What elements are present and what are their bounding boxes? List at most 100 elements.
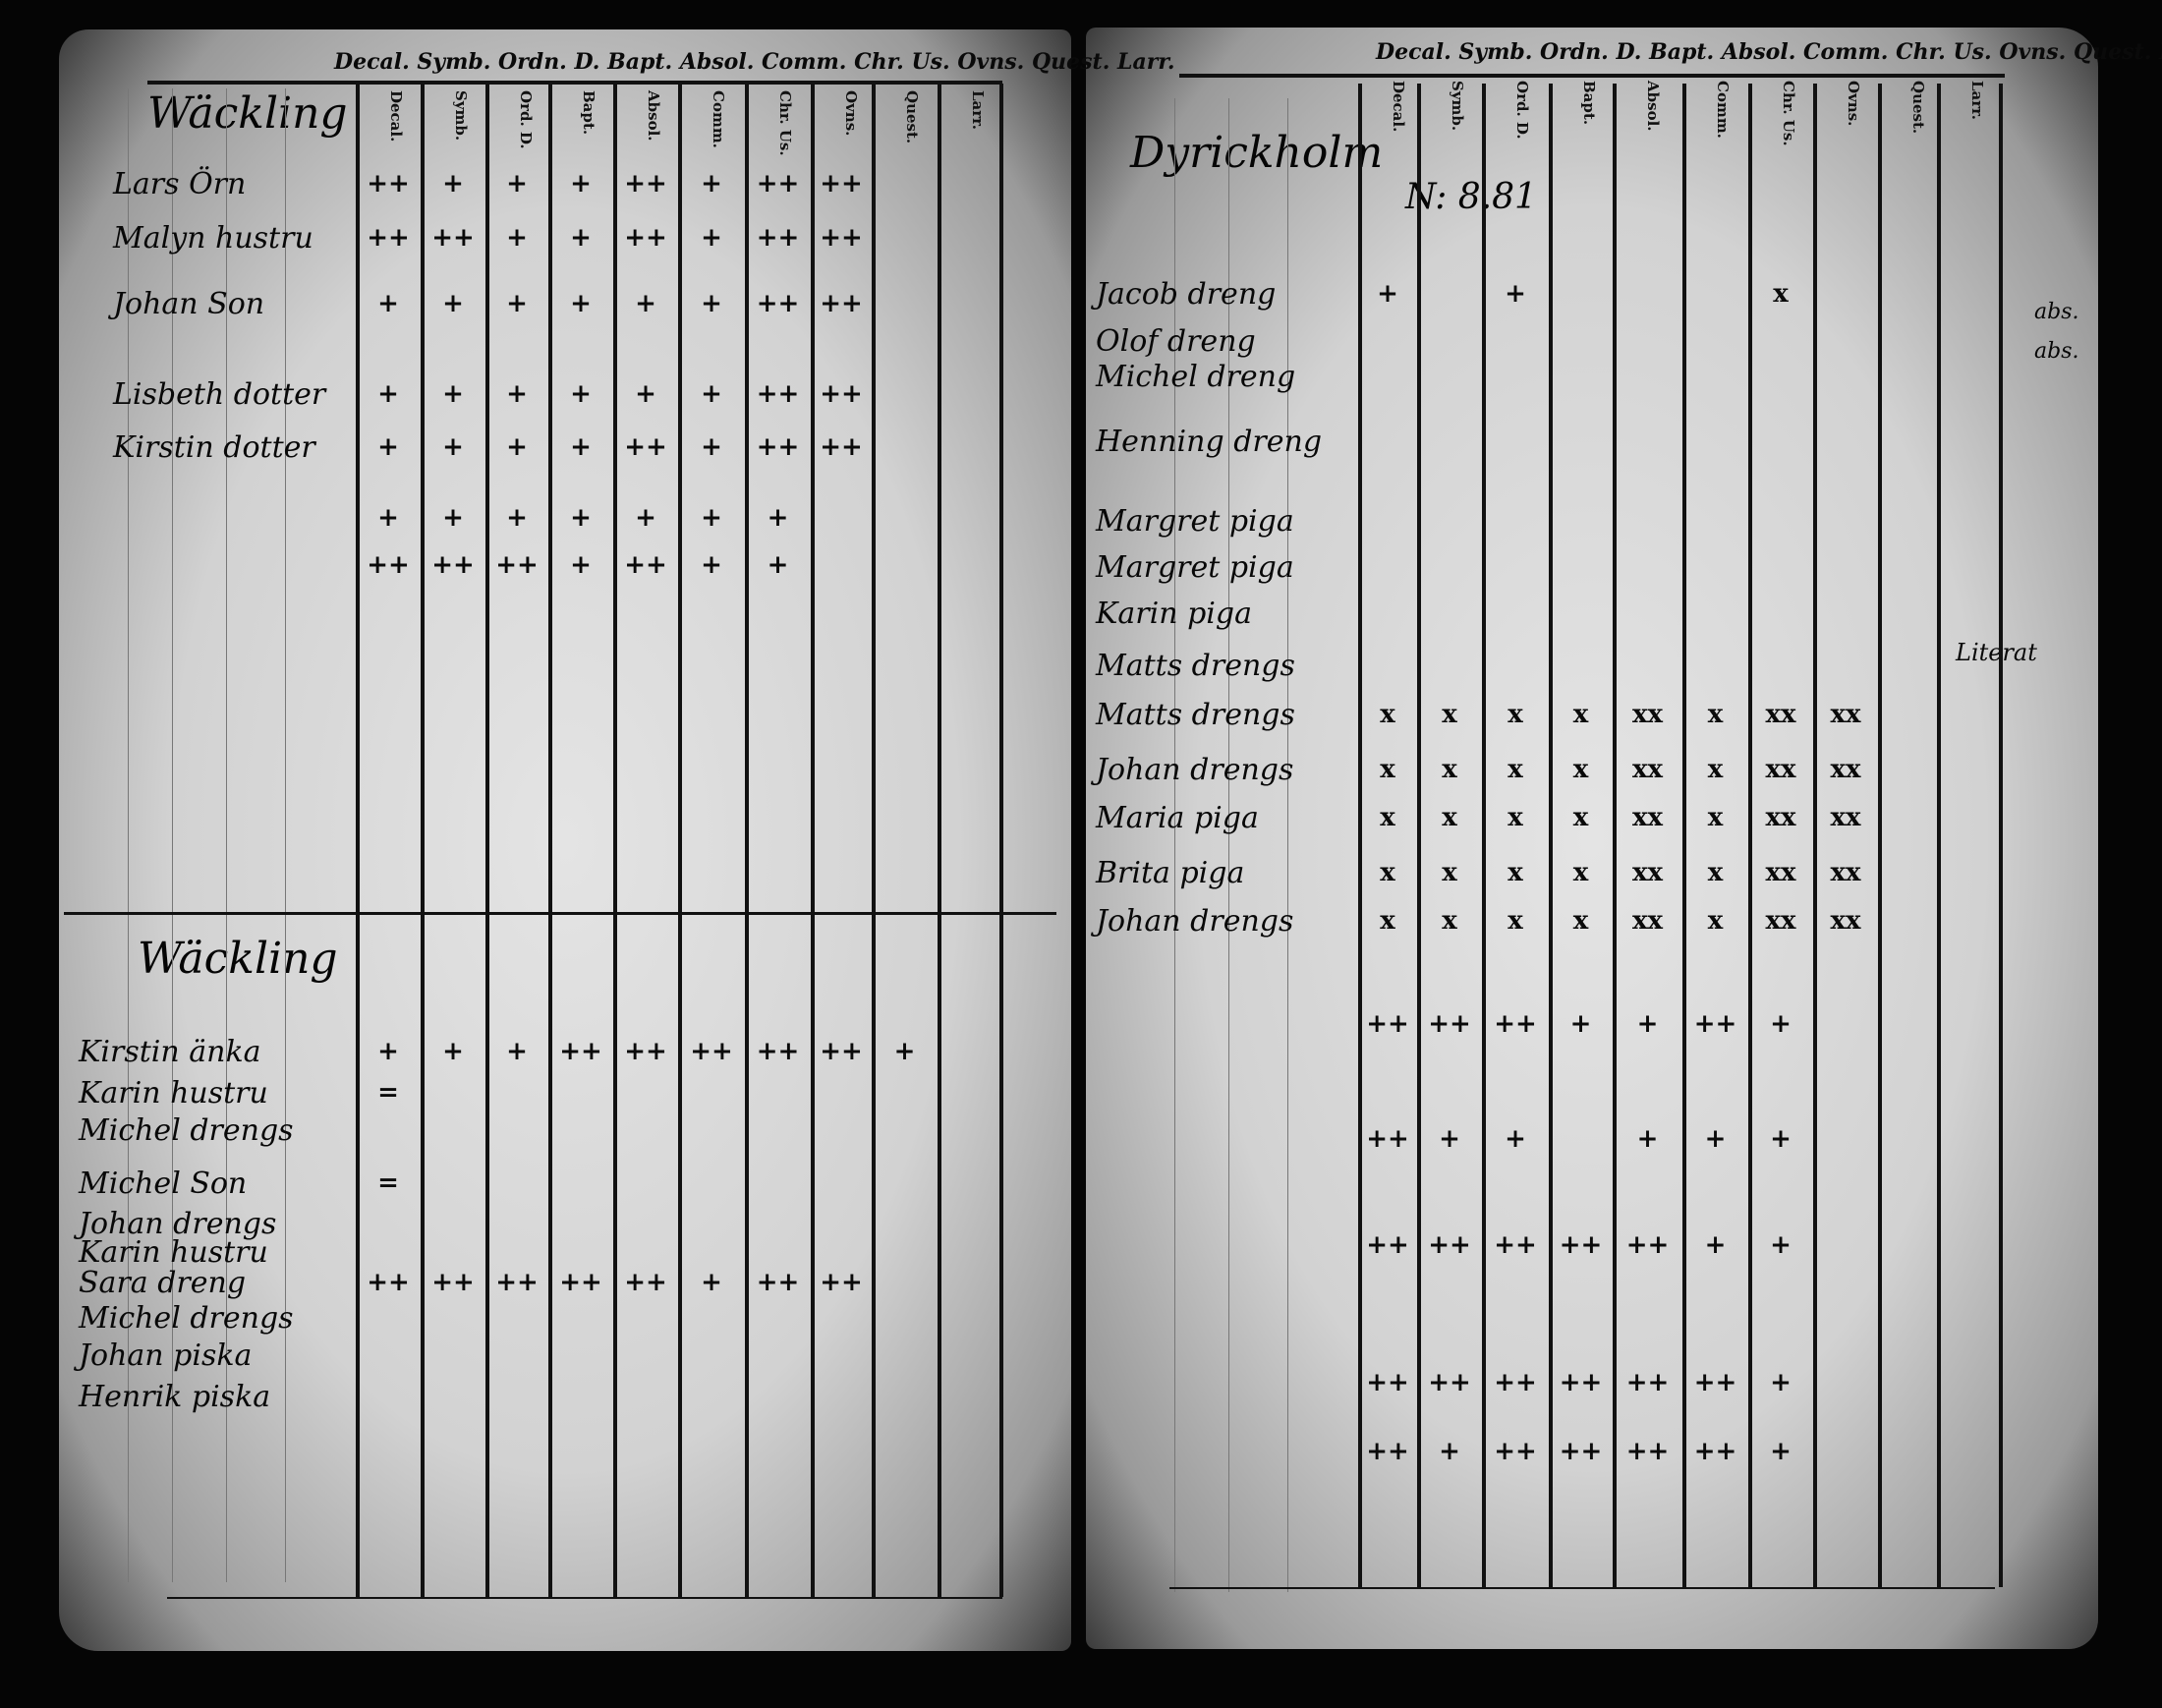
attendance-mark: +: [377, 1037, 399, 1066]
header-rule: [147, 81, 1002, 85]
attendance-mark: +: [635, 289, 656, 318]
column-rule: [613, 84, 617, 1597]
column-rule: [356, 84, 360, 1597]
attendance-mark: +: [377, 432, 399, 462]
attendance-mark: ++: [1494, 1437, 1537, 1466]
attendance-mark: +: [570, 379, 592, 409]
attendance-mark: ++: [820, 379, 863, 409]
list-item-name: Lars Örn: [113, 167, 247, 201]
list-item-name: Johan drengs: [79, 1207, 277, 1241]
attendance-mark: ++: [431, 223, 475, 253]
column-header: Bapt.: [580, 90, 597, 136]
attendance-mark: +: [1770, 1368, 1792, 1397]
attendance-mark: +: [570, 289, 592, 318]
attendance-mark: ++: [1366, 1368, 1409, 1397]
list-item-name: Johan drengs: [1096, 753, 1294, 787]
attendance-mark: +: [1704, 1230, 1727, 1260]
list-item-name: Henning dreng: [1096, 425, 1323, 459]
left-page: [59, 29, 1071, 1651]
attendance-mark: +: [377, 379, 399, 409]
attendance-mark: xx: [1830, 755, 1861, 784]
column-rule: [548, 84, 552, 1597]
attendance-mark: ++: [1494, 1368, 1537, 1397]
attendance-mark: x: [1442, 858, 1457, 887]
column-header: Bapt.: [1580, 81, 1598, 126]
bottom-rule: [1169, 1587, 1995, 1589]
attendance-mark: ++: [756, 289, 800, 318]
list-item-name: Matts drengs: [1096, 649, 1295, 683]
list-item-name: Michel dreng: [1096, 360, 1296, 394]
attendance-mark: xx: [1830, 803, 1861, 832]
attendance-mark: ++: [756, 169, 800, 199]
attendance-mark: +: [442, 169, 464, 199]
attendance-mark: xx: [1765, 803, 1796, 832]
attendance-mark: ++: [756, 1037, 800, 1066]
column-rule: [1999, 84, 2003, 1587]
column-rule: [1482, 84, 1486, 1587]
column-rule: [811, 84, 815, 1597]
attendance-mark: +: [506, 169, 528, 199]
attendance-mark: +: [1770, 1437, 1792, 1466]
attendance-mark: xx: [1631, 700, 1664, 729]
list-item-name: Malyn hustru: [113, 221, 313, 256]
attendance-mark: +: [767, 550, 789, 580]
attendance-mark: ++: [495, 1268, 539, 1297]
attendance-mark: x: [1508, 858, 1523, 887]
attendance-mark: x: [1442, 803, 1457, 832]
attendance-mark: +: [1636, 1009, 1659, 1039]
faint-rule: [172, 88, 173, 1582]
attendance-mark: ++: [820, 289, 863, 318]
attendance-mark: xx: [1765, 755, 1796, 784]
attendance-mark: ++: [1625, 1368, 1670, 1397]
left-section-heading-1: Wäckling: [147, 88, 348, 139]
faint-rule: [1287, 98, 1288, 1592]
attendance-mark: x: [1572, 803, 1589, 832]
attendance-mark: +: [1770, 1124, 1792, 1154]
column-header: Ovns.: [842, 90, 860, 137]
attendance-mark: ++: [1693, 1368, 1737, 1397]
column-rule: [1549, 84, 1553, 1587]
list-item-name: Matts drengs: [1096, 698, 1295, 732]
right-heading: Dyrickholm: [1130, 128, 1384, 178]
attendance-mark: x: [1572, 906, 1589, 936]
attendance-mark: x: [1380, 700, 1395, 729]
attendance-mark: ++: [1693, 1009, 1737, 1039]
column-rule: [678, 84, 682, 1597]
faint-rule: [1228, 98, 1229, 1592]
attendance-mark: +: [506, 432, 528, 462]
column-header: Ord. D.: [517, 90, 535, 149]
list-item-name: Olof dreng: [1096, 324, 1256, 359]
attendance-mark: x: [1508, 700, 1523, 729]
faint-rule: [226, 88, 227, 1582]
attendance-mark: ++: [756, 223, 800, 253]
attendance-mark: +: [442, 1037, 464, 1066]
list-item-name: Johan Son: [113, 287, 265, 321]
attendance-mark: ++: [1625, 1437, 1670, 1466]
margin-note: abs.: [2034, 339, 2079, 364]
right-column-header-line: Decal. Symb. Ordn. D. Bapt. Absol. Comm.…: [1376, 39, 2162, 65]
attendance-mark: +: [506, 503, 528, 533]
attendance-mark: ++: [624, 1268, 667, 1297]
attendance-mark: +: [1770, 1009, 1792, 1039]
attendance-mark: +: [635, 379, 656, 409]
attendance-mark: +: [506, 379, 528, 409]
attendance-mark: ++: [1428, 1009, 1471, 1039]
column-rule: [1937, 84, 1941, 1587]
column-rule: [1878, 84, 1882, 1587]
attendance-mark: +: [701, 169, 722, 199]
attendance-mark: =: [377, 1168, 399, 1198]
attendance-mark: ++: [1625, 1230, 1670, 1260]
attendance-mark: ++: [820, 169, 863, 199]
attendance-mark: x: [1707, 858, 1724, 887]
bottom-rule: [167, 1597, 1002, 1599]
attendance-mark: +: [506, 289, 528, 318]
attendance-mark: +: [377, 503, 399, 533]
column-header: Decal.: [1390, 81, 1407, 133]
column-rule: [1358, 84, 1362, 1587]
list-item-name: Jacob dreng: [1096, 277, 1277, 312]
attendance-mark: x: [1572, 755, 1589, 784]
list-item-name: Sara dreng: [79, 1266, 247, 1300]
attendance-mark: ++: [1366, 1230, 1409, 1260]
margin-note: Literat: [1956, 639, 2037, 666]
column-rule: [1613, 84, 1617, 1587]
